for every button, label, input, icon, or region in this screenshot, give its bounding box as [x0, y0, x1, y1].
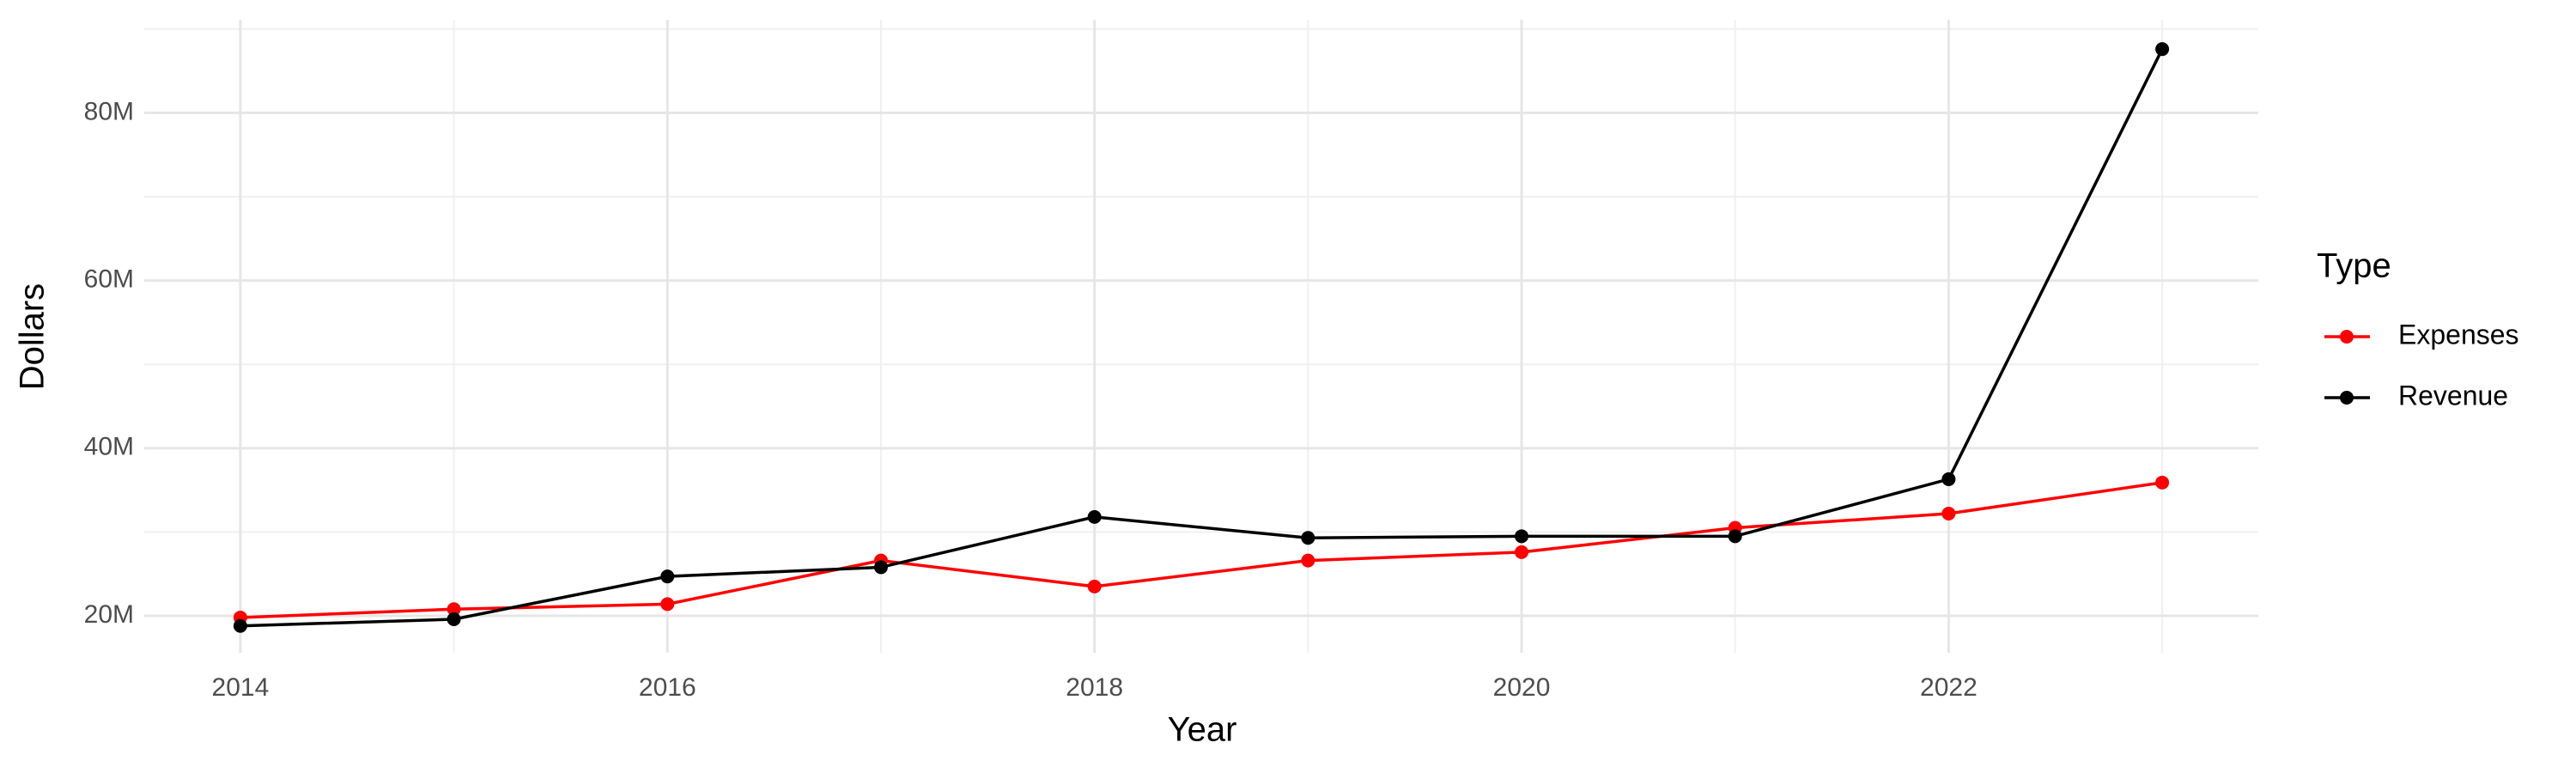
data-point — [1728, 529, 1742, 544]
legend-label: Revenue — [2398, 380, 2508, 411]
legend-key-point — [2340, 330, 2354, 344]
y-tick-label: 80M — [84, 97, 134, 125]
data-point — [1515, 529, 1529, 544]
data-point — [447, 602, 461, 617]
y-axis-title: Dollars — [14, 283, 52, 390]
data-point — [447, 612, 461, 626]
data-point — [660, 597, 675, 612]
data-point — [1515, 545, 1529, 559]
legend-title: Type — [2317, 247, 2391, 285]
y-tick-label: 60M — [84, 265, 134, 294]
data-point — [1941, 472, 1956, 486]
x-tick-label: 2020 — [1493, 673, 1551, 702]
data-point — [660, 569, 675, 584]
legend-key-point — [2340, 391, 2354, 405]
data-point — [1301, 553, 1315, 568]
x-tick-label: 2014 — [212, 673, 270, 702]
x-tick-label: 2018 — [1066, 673, 1123, 702]
x-tick-label: 2022 — [1920, 673, 1978, 702]
data-point — [873, 560, 888, 575]
x-axis-title: Year — [1168, 711, 1237, 749]
legend-label: Expenses — [2398, 319, 2519, 350]
data-point — [233, 618, 247, 633]
data-point — [2155, 475, 2170, 490]
data-point — [1941, 506, 1956, 520]
x-tick-label: 2016 — [639, 673, 696, 702]
data-point — [1301, 531, 1315, 545]
data-point — [2155, 42, 2170, 57]
data-point — [1087, 509, 1102, 524]
series-line — [240, 48, 2164, 628]
y-tick-label: 20M — [84, 600, 134, 629]
y-tick-label: 40M — [84, 433, 134, 461]
series-line — [240, 481, 2163, 619]
data-point — [1087, 579, 1102, 593]
